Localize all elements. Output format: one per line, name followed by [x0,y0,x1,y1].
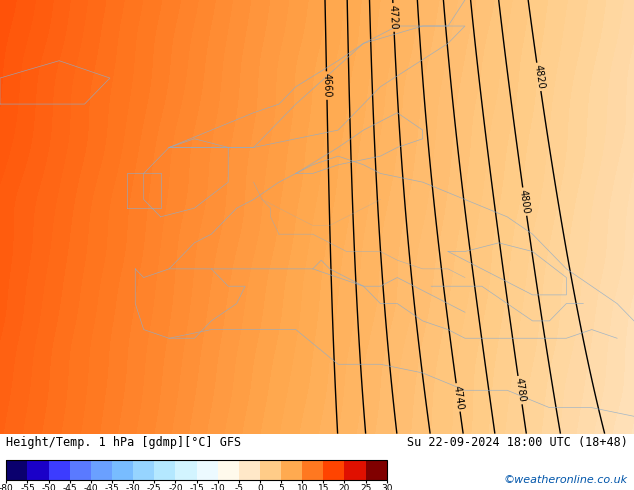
Text: Su 22-09-2024 18:00 UTC (18+48): Su 22-09-2024 18:00 UTC (18+48) [407,437,628,449]
Text: 4740: 4740 [451,385,465,410]
Text: 4660: 4660 [321,73,332,98]
Text: 4780: 4780 [514,377,527,403]
Text: 4820: 4820 [532,64,545,90]
Text: 4720: 4720 [388,5,399,30]
Text: ©weatheronline.co.uk: ©weatheronline.co.uk [503,475,628,486]
Text: 4800: 4800 [518,189,531,215]
Text: Height/Temp. 1 hPa [gdmp][°C] GFS: Height/Temp. 1 hPa [gdmp][°C] GFS [6,437,242,449]
